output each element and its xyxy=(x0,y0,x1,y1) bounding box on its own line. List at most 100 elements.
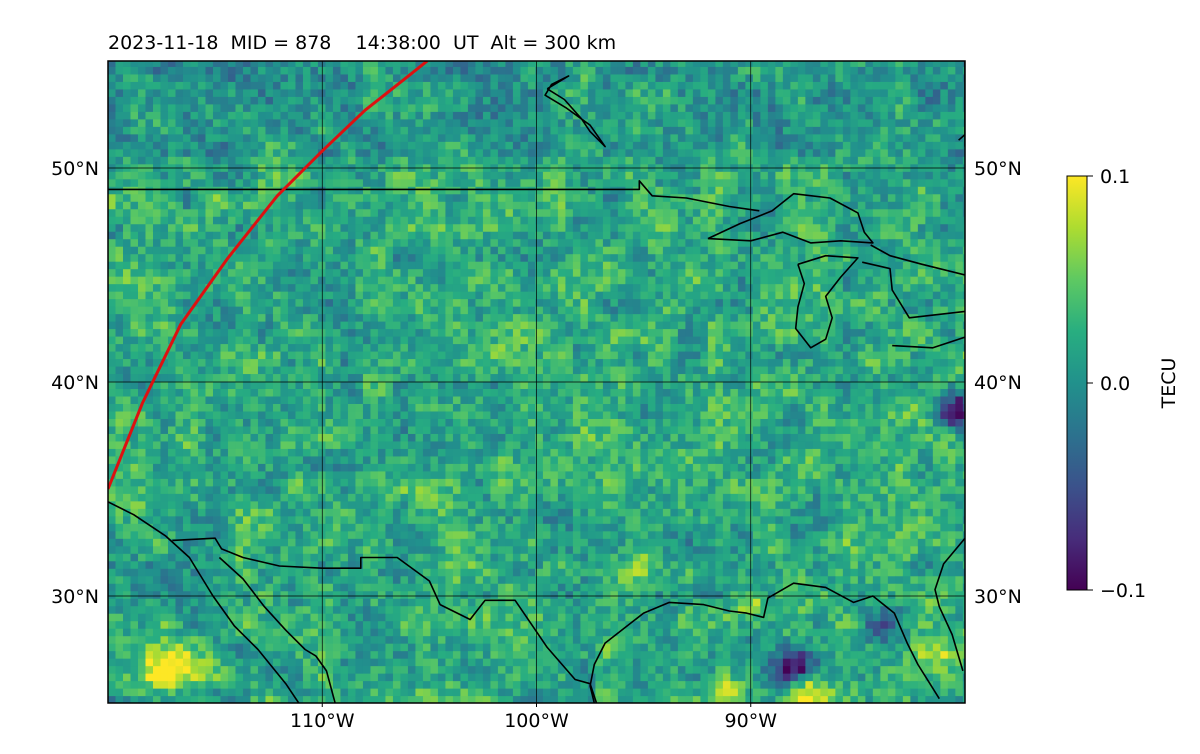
heatmap-cell xyxy=(400,695,409,703)
heatmap-cell xyxy=(310,635,319,644)
heatmap-cell xyxy=(437,673,447,682)
heatmap-cell xyxy=(160,306,169,315)
heatmap-cell xyxy=(205,583,214,592)
heatmap-cell xyxy=(452,81,462,90)
heatmap-cell xyxy=(250,500,259,509)
heatmap-cell xyxy=(182,545,192,554)
heatmap-cell xyxy=(430,193,439,202)
heatmap-cell xyxy=(407,148,417,157)
heatmap-cell xyxy=(460,515,469,524)
heatmap-cell xyxy=(190,463,199,472)
heatmap-cell xyxy=(542,650,552,659)
heatmap-cell xyxy=(197,508,207,517)
heatmap-cell xyxy=(160,88,169,97)
heatmap-cell xyxy=(445,111,454,120)
heatmap-cell xyxy=(520,223,529,232)
heatmap-cell xyxy=(152,485,162,494)
heatmap-cell xyxy=(295,96,304,105)
heatmap-cell xyxy=(160,605,169,614)
heatmap-cell xyxy=(295,688,304,697)
heatmap-cell xyxy=(160,485,169,494)
heatmap-cell xyxy=(332,613,342,622)
heatmap-cell xyxy=(242,283,252,292)
heatmap-cell xyxy=(467,335,477,345)
heatmap-cell xyxy=(497,313,507,322)
heatmap-cell xyxy=(280,306,289,315)
heatmap-cell xyxy=(235,658,244,667)
heatmap-cell xyxy=(527,478,537,487)
heatmap-cell xyxy=(160,673,169,682)
heatmap-cell xyxy=(467,231,477,240)
heatmap-cell xyxy=(287,560,297,569)
heatmap-cell xyxy=(265,313,274,322)
heatmap-cell xyxy=(287,201,297,210)
heatmap-cell xyxy=(152,246,162,255)
heatmap-cell xyxy=(512,171,522,180)
heatmap-cell xyxy=(377,156,387,165)
heatmap-cell xyxy=(130,553,139,562)
heatmap-cell xyxy=(430,96,439,105)
heatmap-cell xyxy=(167,66,177,75)
heatmap-cell xyxy=(400,380,409,390)
heatmap-cell xyxy=(310,448,319,457)
heatmap-cell xyxy=(257,268,267,277)
heatmap-cell xyxy=(190,133,199,142)
heatmap-cell xyxy=(227,605,237,614)
heatmap-cell xyxy=(302,590,312,599)
heatmap-cell xyxy=(332,81,342,90)
heatmap-cell xyxy=(160,665,169,674)
heatmap-cell xyxy=(490,306,499,315)
heatmap-cell xyxy=(108,73,117,82)
heatmap-cell xyxy=(190,545,199,554)
heatmap-cell xyxy=(145,246,154,255)
heatmap-cell xyxy=(138,253,147,262)
heatmap-cell xyxy=(310,545,319,554)
heatmap-cell xyxy=(340,553,349,562)
heatmap-cell xyxy=(505,96,514,105)
heatmap-cell xyxy=(422,365,432,375)
heatmap-cell xyxy=(265,380,274,390)
heatmap-cell xyxy=(123,485,132,494)
heatmap-cell xyxy=(250,620,259,629)
heatmap-cell xyxy=(205,560,214,569)
heatmap-cell xyxy=(535,470,544,479)
heatmap-cell xyxy=(362,680,372,689)
heatmap-cell xyxy=(452,365,462,375)
heatmap-cell xyxy=(482,171,492,180)
heatmap-cell xyxy=(242,523,252,532)
heatmap-cell xyxy=(497,291,507,300)
heatmap-cell xyxy=(152,463,162,472)
heatmap-cell xyxy=(437,291,447,300)
heatmap-cell xyxy=(430,418,439,427)
heatmap-cell xyxy=(490,523,499,532)
heatmap-cell xyxy=(145,395,154,404)
heatmap-cell xyxy=(167,81,177,90)
heatmap-cell xyxy=(355,433,364,442)
heatmap-cell xyxy=(265,103,274,112)
heatmap-cell xyxy=(145,470,154,479)
heatmap-cell xyxy=(475,433,484,442)
heatmap-cell xyxy=(182,635,192,644)
heatmap-cell xyxy=(257,500,267,509)
heatmap-cell xyxy=(205,283,214,292)
heatmap-cell xyxy=(145,613,154,622)
heatmap-cell xyxy=(452,216,462,225)
heatmap-cell xyxy=(212,141,222,150)
heatmap-cell xyxy=(362,538,372,547)
heatmap-cell xyxy=(287,126,297,135)
heatmap-cell xyxy=(123,605,132,614)
heatmap-cell xyxy=(512,433,522,442)
heatmap-cell xyxy=(497,111,507,120)
heatmap-cell xyxy=(190,306,199,315)
heatmap-cell xyxy=(370,141,379,150)
heatmap-cell xyxy=(108,208,117,217)
heatmap-cell xyxy=(220,635,229,644)
heatmap-cell xyxy=(212,695,222,703)
heatmap-cell xyxy=(265,493,274,502)
heatmap-cell xyxy=(265,88,274,97)
heatmap-cell xyxy=(310,103,319,112)
heatmap-cell xyxy=(227,553,237,562)
heatmap-cell xyxy=(138,306,147,315)
heatmap-cell xyxy=(392,463,402,472)
heatmap-cell xyxy=(212,493,222,502)
